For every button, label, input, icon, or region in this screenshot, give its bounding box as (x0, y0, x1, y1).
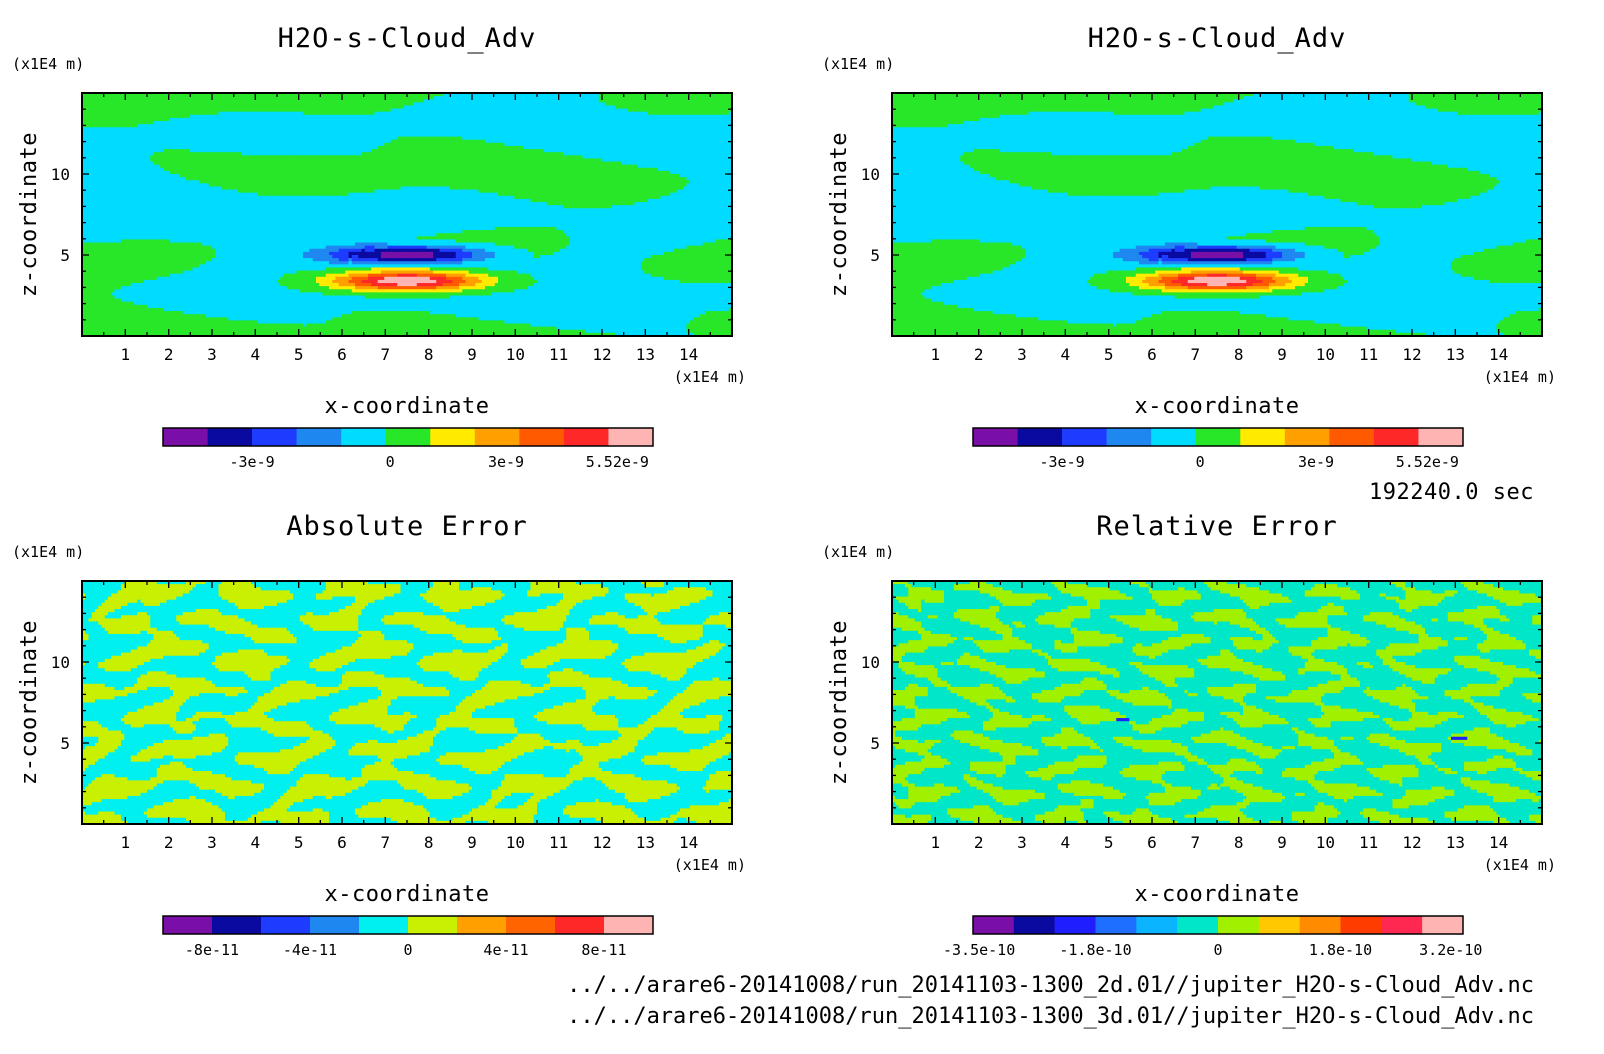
figure-canvas: 192240.0 sec ../../arare6-20141008/run_2… (0, 0, 1604, 1054)
footer-path-2d: ../../arare6-20141008/run_20141103-1300_… (567, 973, 1534, 998)
footer-path-3d: ../../arare6-20141008/run_20141103-1300_… (567, 1004, 1534, 1029)
heatmap-cells (82, 93, 733, 337)
chart-title: H2O-s-Cloud_Adv (278, 23, 537, 54)
y-unit-label: (x1E4 m) (12, 55, 84, 73)
time-label: 192240.0 sec (1369, 480, 1534, 505)
chart-panel-1: H2O-s-Cloud_Adv(x1E4 m)1 2 3 4 5 6 7 8 9 10 11 12 13… (12, 23, 746, 471)
